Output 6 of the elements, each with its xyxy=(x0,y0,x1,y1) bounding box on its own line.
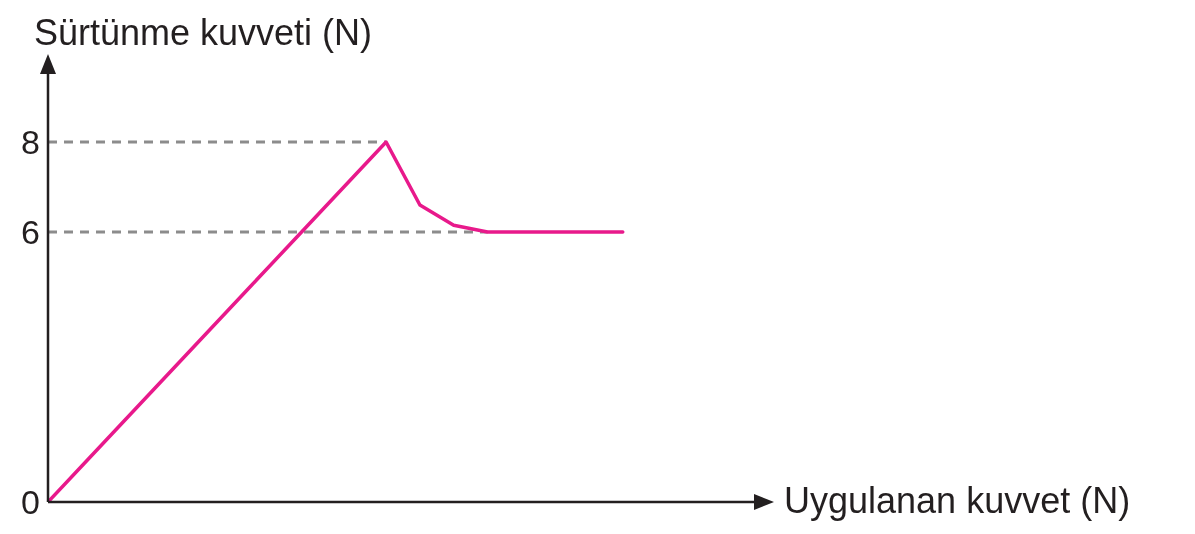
y-tick-label: 6 xyxy=(21,213,40,252)
y-axis-title: Sürtünme kuvveti (N) xyxy=(34,12,373,54)
line-series xyxy=(48,140,625,502)
text: Uygulanan kuvvet (N) xyxy=(784,480,1131,522)
y-tick-label: 8 xyxy=(21,123,40,162)
y-tick-label: 0 xyxy=(21,483,40,522)
